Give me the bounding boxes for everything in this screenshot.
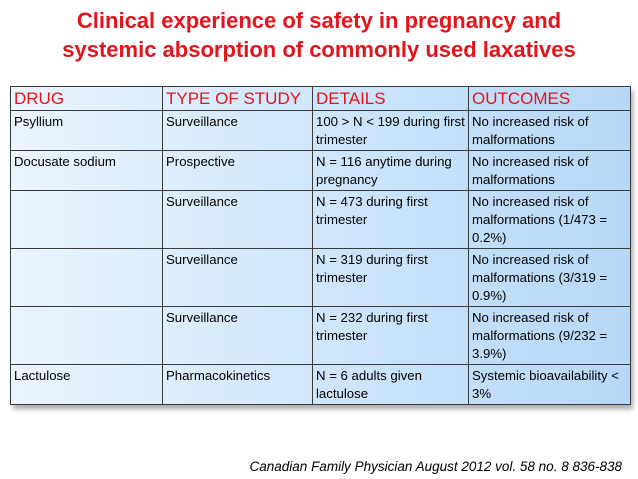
header-type-of-study: TYPE OF STUDY — [162, 86, 313, 111]
cell-drug: Docusate sodium — [10, 150, 163, 191]
table-row: Surveillance N = 319 during first trimes… — [10, 248, 631, 307]
table-row: Psyllium Surveillance 100 > N < 199 duri… — [10, 110, 631, 151]
laxatives-table-container: DRUG TYPE OF STUDY DETAILS OUTCOMES Psyl… — [10, 86, 631, 405]
cell-type-of-study: Surveillance — [162, 110, 313, 151]
cell-outcomes: Systemic bioavailability < 3% — [468, 364, 631, 405]
cell-drug: Lactulose — [10, 364, 163, 405]
slide-title-line-1: Clinical experience of safety in pregnan… — [76, 8, 562, 33]
table-header-row: DRUG TYPE OF STUDY DETAILS OUTCOMES — [10, 86, 631, 111]
cell-outcomes: No increased risk of malformations — [468, 150, 631, 191]
cell-drug — [10, 306, 163, 365]
laxatives-table: DRUG TYPE OF STUDY DETAILS OUTCOMES Psyl… — [10, 86, 631, 405]
cell-type-of-study: Surveillance — [162, 190, 313, 249]
header-drug: DRUG — [10, 86, 163, 111]
cell-details: N = 319 during first trimester — [312, 248, 469, 307]
cell-type-of-study: Pharmacokinetics — [162, 364, 313, 405]
cell-details: N = 473 during first trimester — [312, 190, 469, 249]
header-details: DETAILS — [312, 86, 469, 111]
cell-type-of-study: Prospective — [162, 150, 313, 191]
header-outcomes: OUTCOMES — [468, 86, 631, 111]
cell-outcomes: No increased risk of malformations — [468, 110, 631, 151]
citation: Canadian Family Physician August 2012 vo… — [249, 459, 622, 474]
table-row: Surveillance N = 232 during first trimes… — [10, 306, 631, 365]
cell-details: N = 6 adults given lactulose — [312, 364, 469, 405]
slide-title: Clinical experience of safety in pregnan… — [0, 6, 638, 64]
cell-outcomes: No increased risk of malformations (9/23… — [468, 306, 631, 365]
slide-title-line-2: systemic absorption of commonly used lax… — [62, 37, 576, 62]
cell-details: 100 > N < 199 during first trimester — [312, 110, 469, 151]
cell-details: N = 116 anytime during pregnancy — [312, 150, 469, 191]
table-row: Surveillance N = 473 during first trimes… — [10, 190, 631, 249]
cell-drug — [10, 190, 163, 249]
cell-outcomes: No increased risk of malformations (3/31… — [468, 248, 631, 307]
table-row: Docusate sodium Prospective N = 116 anyt… — [10, 150, 631, 191]
cell-drug: Psyllium — [10, 110, 163, 151]
table-row: Lactulose Pharmacokinetics N = 6 adults … — [10, 364, 631, 405]
cell-details: N = 232 during first trimester — [312, 306, 469, 365]
cell-drug — [10, 248, 163, 307]
cell-type-of-study: Surveillance — [162, 306, 313, 365]
cell-type-of-study: Surveillance — [162, 248, 313, 307]
cell-outcomes: No increased risk of malformations (1/47… — [468, 190, 631, 249]
